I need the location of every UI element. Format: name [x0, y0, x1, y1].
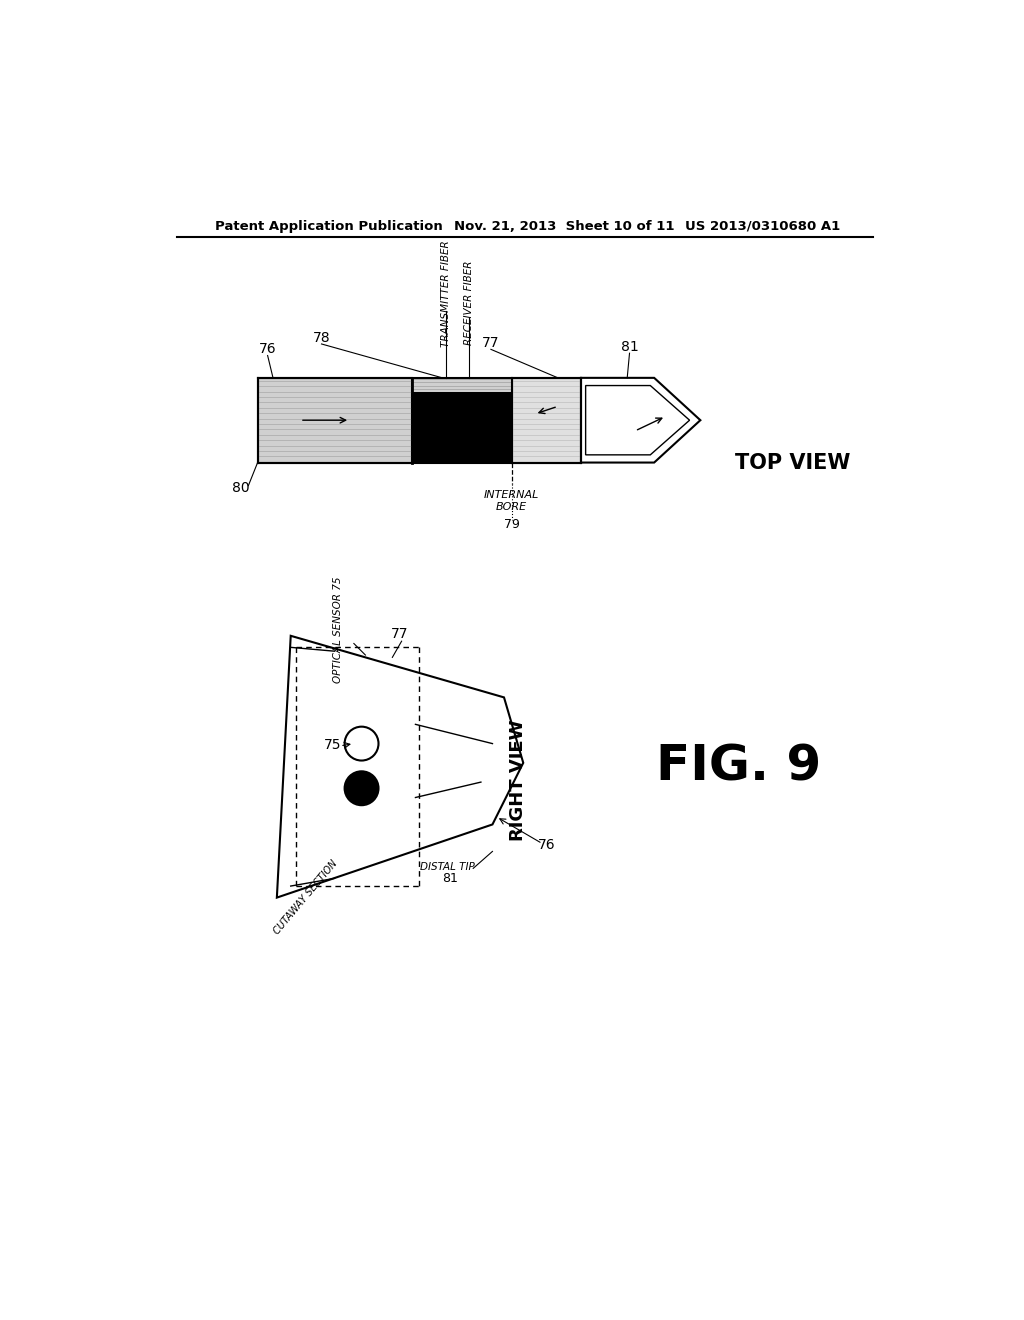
Bar — [258, 378, 412, 462]
Text: 76: 76 — [259, 342, 276, 356]
Text: 77: 77 — [391, 627, 409, 642]
Text: US 2013/0310680 A1: US 2013/0310680 A1 — [685, 219, 841, 232]
Text: 76: 76 — [538, 838, 555, 853]
Text: 77: 77 — [482, 337, 500, 350]
Circle shape — [345, 726, 379, 760]
Text: DISTAL TIP: DISTAL TIP — [421, 862, 475, 871]
Text: 81: 81 — [442, 871, 458, 884]
Text: RECEIVER FIBER: RECEIVER FIBER — [464, 260, 474, 345]
Circle shape — [345, 771, 379, 805]
Bar — [512, 378, 581, 462]
Text: Patent Application Publication: Patent Application Publication — [215, 219, 443, 232]
Text: 80: 80 — [231, 480, 250, 495]
Text: FIG. 9: FIG. 9 — [656, 743, 821, 791]
Text: 79: 79 — [504, 517, 519, 531]
Text: 78: 78 — [312, 331, 331, 345]
Text: TRANSMITTER FIBER: TRANSMITTER FIBER — [441, 240, 452, 347]
Text: Nov. 21, 2013  Sheet 10 of 11: Nov. 21, 2013 Sheet 10 of 11 — [454, 219, 675, 232]
Bar — [412, 392, 512, 462]
Text: 75: 75 — [325, 738, 342, 752]
Text: CUTAWAY SECTION: CUTAWAY SECTION — [272, 859, 340, 936]
Text: OPTICAL SENSOR 75: OPTICAL SENSOR 75 — [334, 577, 343, 682]
Text: TOP VIEW: TOP VIEW — [735, 453, 851, 473]
Text: RIGHT VIEW: RIGHT VIEW — [509, 719, 527, 841]
Text: INTERNAL
BORE: INTERNAL BORE — [484, 490, 540, 512]
Text: 81: 81 — [621, 341, 638, 354]
Bar — [412, 378, 512, 392]
Polygon shape — [581, 378, 700, 462]
Polygon shape — [276, 636, 523, 898]
